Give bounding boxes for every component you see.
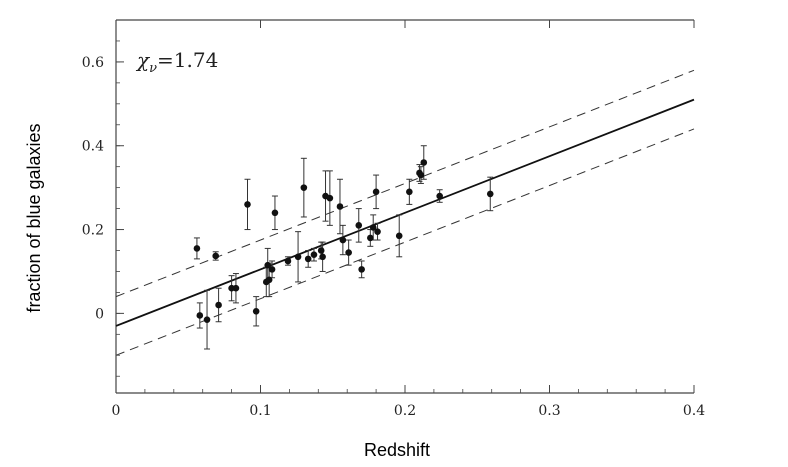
data-point: [417, 171, 425, 179]
data-point: [310, 251, 318, 258]
data-point: [244, 201, 251, 208]
data-point: [395, 232, 403, 240]
data-point: [193, 245, 201, 252]
data-point: [252, 307, 260, 315]
data-point: [358, 266, 365, 273]
chi-square-annotation: χν=1.74: [135, 48, 218, 76]
data-point: [372, 188, 380, 196]
error-bars: [193, 145, 494, 350]
plot-frame: [115, 19, 694, 394]
data-point: [268, 266, 276, 273]
data-point: [212, 252, 220, 260]
y-axis-title: fraction of blue galaxies: [24, 123, 44, 312]
data-point: [294, 253, 302, 261]
y-tick-label: 0: [95, 306, 104, 322]
x-tick-label: 0.4: [683, 403, 705, 419]
data-point: [420, 159, 428, 166]
data-point: [232, 284, 240, 292]
upper-dashed-line: [115, 69, 695, 298]
data-point: [436, 192, 443, 200]
fit-line-group: [115, 98, 695, 327]
data-point: [203, 316, 211, 323]
fit-line: [115, 98, 695, 327]
data-point: [196, 312, 204, 319]
x-axis-ticks: 0 0.1 0.2 0.3 0.4: [112, 20, 705, 419]
data-point: [304, 255, 312, 263]
data-point: [284, 257, 292, 265]
data-point: [367, 234, 374, 242]
data-point: [300, 184, 308, 191]
data-point: [319, 253, 326, 261]
data-point: [215, 301, 222, 309]
data-point: [336, 203, 344, 210]
data-point: [265, 276, 273, 284]
y-tick-label: 0.6: [82, 55, 104, 71]
data-point: [317, 247, 325, 254]
data-point: [345, 249, 352, 256]
data-points: [193, 159, 494, 323]
data-point: [406, 188, 413, 196]
x-tick-label: 0.3: [538, 403, 560, 419]
x-tick-label: 0.1: [249, 403, 271, 419]
y-axis-ticks: 0 0.2 0.4 0.6: [82, 40, 124, 377]
data-point: [355, 222, 363, 229]
data-point: [374, 228, 381, 235]
lower-dashed-line: [115, 128, 695, 356]
data-point: [486, 190, 494, 198]
data-point: [369, 224, 377, 231]
data-point: [271, 209, 279, 217]
data-point: [264, 261, 272, 269]
data-point: [326, 194, 334, 202]
data-point: [339, 236, 347, 244]
x-tick-label: 0: [112, 403, 121, 419]
y-tick-label: 0.4: [82, 139, 104, 155]
y-tick-label: 0.2: [82, 223, 104, 239]
x-tick-label: 0.2: [394, 403, 416, 419]
x-axis-title: Redshift: [364, 440, 430, 460]
fit-band-lines: [115, 69, 695, 356]
